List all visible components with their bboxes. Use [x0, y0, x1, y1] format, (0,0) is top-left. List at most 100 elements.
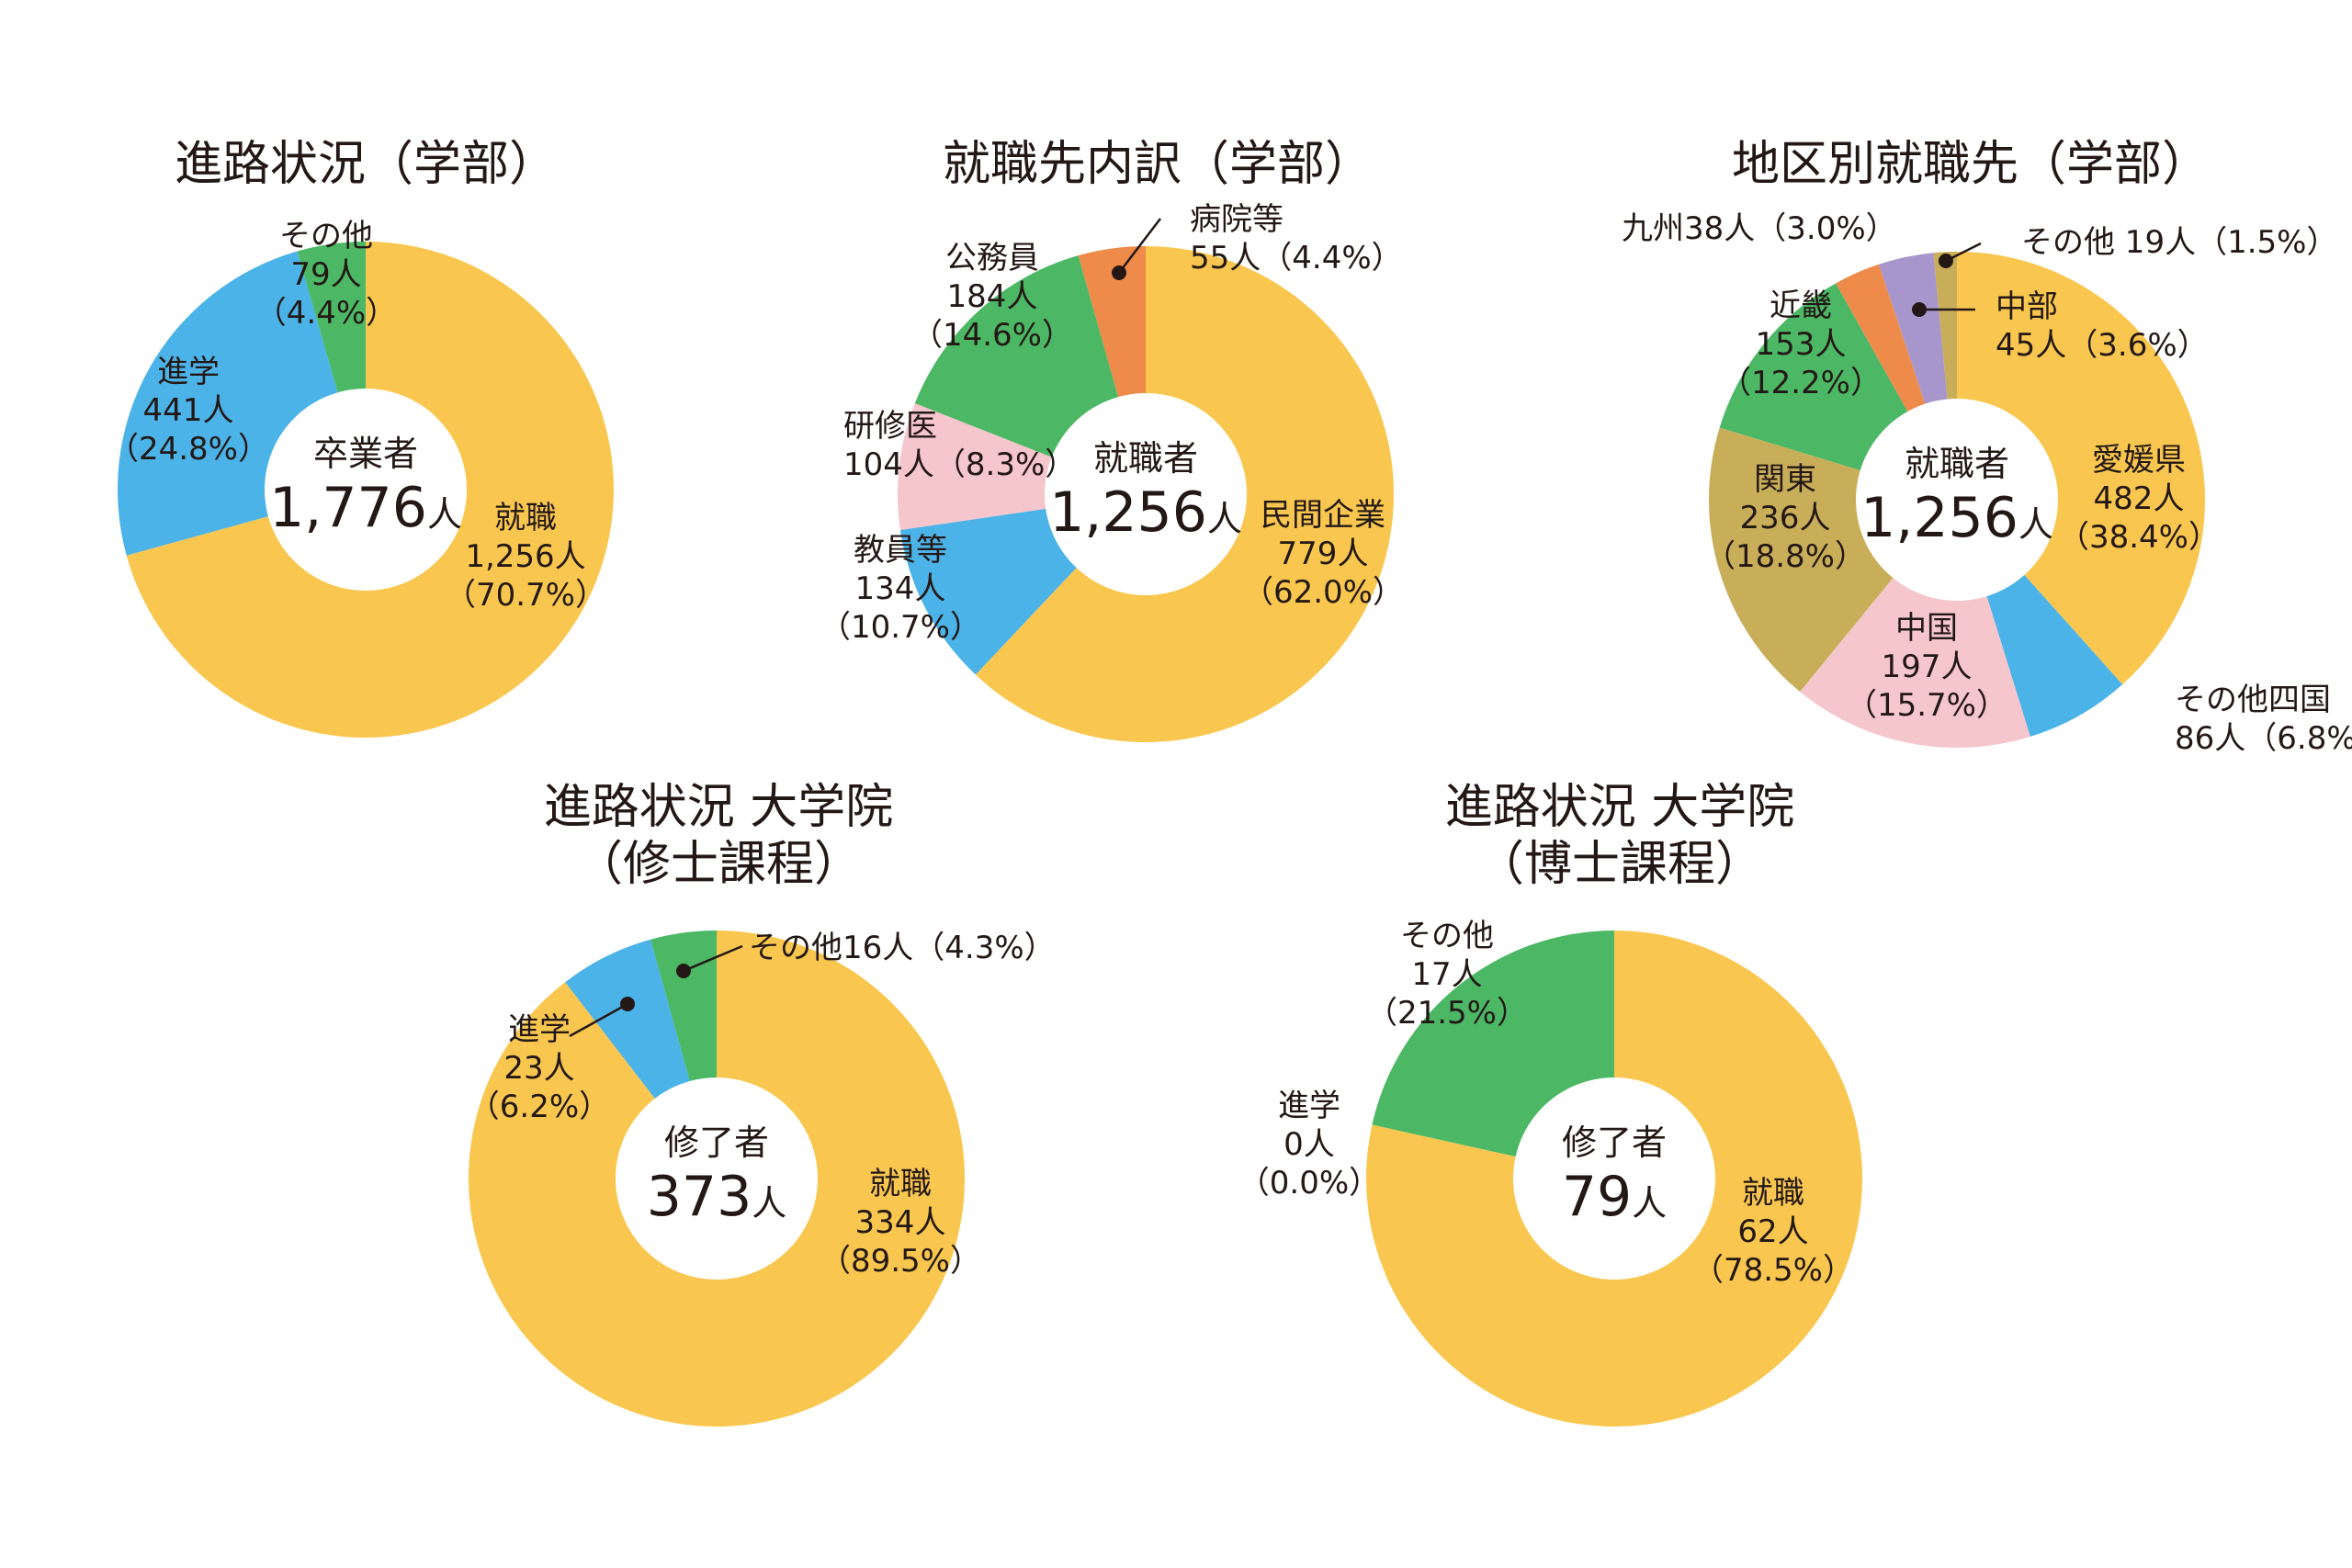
slice-label-公務員-line-2: 184人 [947, 278, 1038, 315]
chart-title: 地区別就職先（学部） [1732, 137, 2210, 192]
slice-label-その他-line-3: （4.4%） [255, 295, 397, 332]
slice-label-近畿-line-3: （12.2%） [1720, 365, 1882, 401]
center-label: 就職者 [1093, 438, 1198, 479]
slice-label-病院等-line-1: 病院等 [1190, 201, 1283, 238]
center-total: 1,256人 [1049, 480, 1242, 545]
leader-dot [1939, 254, 1953, 268]
slice-label-就職-line-3: （78.5%） [1692, 1252, 1854, 1289]
donut-hole [616, 1077, 818, 1280]
slice-label-中部-line-2: 45人（3.6%） [1996, 327, 2209, 364]
chart-title-line-1: 進路状況 大学院 [1445, 780, 1795, 835]
center-total-unit: 人 [427, 494, 462, 535]
chart-title-line-2: （修士課程） [575, 837, 862, 892]
slice-label-教員等-line-3: （10.7%） [820, 609, 981, 646]
slice-label-その他-line-2: 17人 [1411, 956, 1482, 993]
center-total-value: 1,776 [269, 476, 427, 540]
center-total: 1,256人 [1860, 486, 2053, 550]
slice-label-近畿-line-2: 153人 [1756, 326, 1847, 363]
center-total-value: 79 [1562, 1165, 1632, 1229]
center-total-unit: 人 [2018, 504, 2053, 545]
slice-label-就職-line-1: 就職 [869, 1166, 932, 1202]
slice-label-関東-line-3: （18.8%） [1704, 538, 1866, 575]
slice-label-就職-line-2: 62人 [1737, 1213, 1808, 1250]
slice-label-関東-line-1: 関東 [1754, 461, 1816, 498]
slice-label-関東-line-2: 236人 [1740, 500, 1831, 536]
slice-label-進学-line-1: 進学 [1278, 1088, 1340, 1124]
slice-label-民間企業-line-2: 779人 [1278, 536, 1369, 572]
slice-label-就職-line-3: （89.5%） [820, 1243, 981, 1280]
slice-label-中部-line-1: 中部 [1996, 288, 2058, 325]
center-total-value: 1,256 [1860, 486, 2018, 550]
center-label: 修了者 [664, 1122, 769, 1163]
slice-label-その他四国-line-1: その他四国 [2175, 682, 2331, 718]
slice-label-愛媛県-line-3: （38.4%） [2058, 519, 2220, 556]
center-label: 就職者 [1905, 444, 2009, 484]
leader-line [1118, 218, 1161, 274]
center-total-unit: 人 [1632, 1183, 1667, 1224]
center-label: 修了者 [1562, 1122, 1667, 1163]
slice-label-愛媛県-line-2: 482人 [2094, 480, 2185, 517]
center-total: 373人 [647, 1165, 787, 1229]
slice-label-教員等-line-2: 134人 [855, 570, 946, 607]
slice-label-中国-line-2: 197人 [1882, 649, 1973, 685]
slice-label-その他四国-line-2: 86人（6.8%） [2175, 720, 2352, 757]
donut-hole [1045, 393, 1247, 595]
slice-label-その他-line-1: その他 [279, 218, 373, 254]
slice-label-研修医-line-1: 研修医 [843, 408, 937, 445]
slice-label-進学-line-2: 23人 [503, 1050, 574, 1087]
chart-title-line-2: （博士課程） [1476, 837, 1763, 892]
slice-label-就職-line-2: 1,256人 [465, 538, 585, 575]
slice-label-進学-line-3: （6.2%） [469, 1089, 610, 1125]
slice-愛媛県 [1957, 252, 2205, 685]
slice-label-その他: その他 19人（1.5%） [2021, 224, 2337, 261]
center-total: 1,776人 [269, 476, 462, 540]
slice-label-就職-line-3: （70.7%） [445, 577, 606, 614]
donut-hole [265, 389, 467, 591]
slice-label-その他: その他16人（4.3%） [749, 930, 1056, 966]
slice-label-公務員-line-3: （14.6%） [911, 317, 1073, 354]
chart-title-line-1: 進路状況 大学院 [544, 780, 894, 835]
chart-title: 就職先内訳（学部） [943, 137, 1373, 192]
leader-line [683, 944, 743, 973]
center-total-value: 373 [647, 1165, 752, 1229]
slice-label-進学-line-3: （24.8%） [107, 431, 269, 468]
slice-label-病院等-line-2: 55人（4.4%） [1190, 240, 1403, 276]
slice-label-進学-line-2: 0人 [1283, 1126, 1335, 1163]
slice-label-その他-line-2: 79人 [290, 256, 361, 293]
slice-label-民間企業-line-3: （62.0%） [1242, 574, 1404, 611]
donut-hole [1856, 399, 2058, 601]
slice-label-九州: 九州38人（3.0%） [1622, 210, 1897, 247]
leader-line [569, 1002, 628, 1038]
slice-label-中国-line-1: 中国 [1895, 610, 1958, 647]
leader-dot [1112, 265, 1126, 280]
slice-label-愛媛県-line-1: 愛媛県 [2092, 442, 2186, 479]
slice-label-就職-line-1: 就職 [494, 500, 557, 536]
slice-label-教員等-line-1: 教員等 [854, 532, 947, 569]
slice-label-就職-line-2: 334人 [855, 1204, 946, 1241]
slice-label-進学-line-1: 進学 [508, 1011, 571, 1048]
center-label: 卒業者 [313, 434, 418, 474]
center-total-value: 1,256 [1049, 480, 1207, 545]
slice-label-民間企業-line-1: 民間企業 [1261, 497, 1385, 534]
leader-dot [1912, 302, 1927, 317]
slice-label-その他-line-3: （21.5%） [1366, 995, 1528, 1032]
donut-hole [1513, 1077, 1715, 1280]
slice-label-進学-line-2: 441人 [143, 392, 234, 429]
center-total-unit: 人 [752, 1183, 786, 1224]
slice-label-就職-line-1: 就職 [1742, 1175, 1804, 1212]
center-total: 79人 [1562, 1165, 1667, 1229]
chart-title: 進路状況（学部） [175, 137, 557, 192]
slice-label-その他-line-1: その他 [1400, 918, 1494, 954]
leader-dot [620, 997, 635, 1011]
center-total-unit: 人 [1207, 499, 1242, 539]
slice-label-研修医-line-2: 104人（8.3%） [843, 446, 1076, 483]
slice-label-進学-line-3: （0.0%） [1238, 1165, 1380, 1201]
leader-dot [676, 964, 691, 978]
slice-label-中国-line-3: （15.7%） [1846, 687, 2007, 724]
